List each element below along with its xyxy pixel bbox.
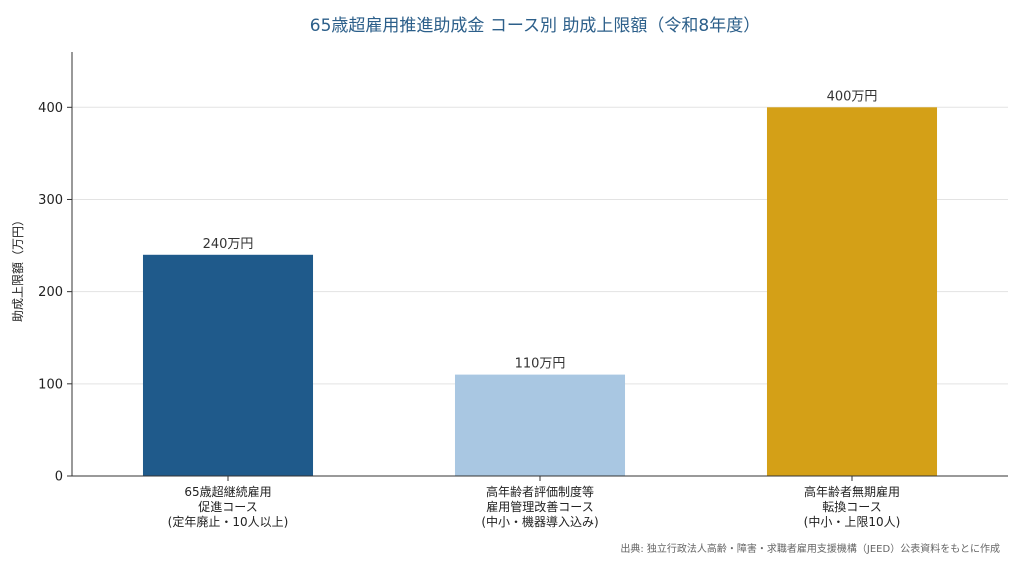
source-note: 出典: 独立行政法人高齢・障害・求職者雇用支援機構（JEED）公表資料をもとに作…: [620, 542, 1000, 555]
bar: [454, 374, 626, 476]
y-tick-label: 300: [38, 193, 63, 208]
x-tick-label: 転換コース: [822, 500, 881, 514]
bar-data-label: 400万円: [827, 89, 878, 104]
y-axis-label: 助成上限額（万円）: [11, 214, 25, 322]
bar: [766, 107, 938, 476]
x-tick-label: 高年齢者評価制度等: [486, 484, 594, 499]
x-tick-label: (定年廃止・10人以上): [168, 514, 289, 529]
x-tick-label: 雇用管理改善コース: [486, 499, 593, 514]
x-tick-label: 促進コース: [198, 500, 257, 514]
y-tick-label: 0: [55, 470, 63, 485]
x-tick-label: (中小・上限10人): [804, 514, 901, 529]
bar: [142, 254, 314, 476]
y-tick-label: 200: [38, 285, 63, 300]
bar-data-label: 240万円: [203, 237, 254, 252]
y-tick-label: 100: [38, 377, 63, 392]
chart-title: 65歳超雇用推進助成金 コース別 助成上限額（令和8年度）: [310, 16, 760, 36]
bars: 240万円 110万円 400万円: [142, 89, 938, 476]
bar-data-label: 110万円: [515, 357, 566, 372]
x-tick-label: 65歳超継続雇用: [184, 484, 271, 499]
x-tick-label: (中小・機器導入込み): [481, 514, 598, 529]
y-tick-label: 400: [38, 101, 63, 116]
x-tick-label: 高年齢者無期雇用: [804, 484, 900, 499]
